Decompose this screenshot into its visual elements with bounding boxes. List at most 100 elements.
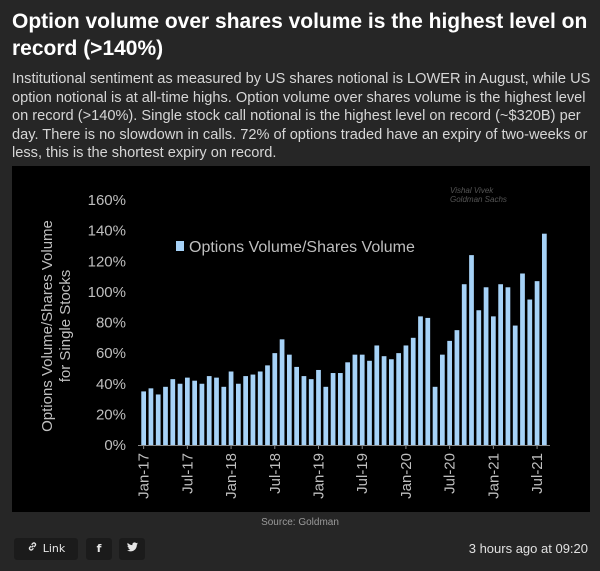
x-tick-label: Jul-18 — [267, 453, 284, 494]
watermark-line: Vishal Vivek — [450, 186, 494, 195]
source-caption: Source: Goldman — [261, 517, 339, 528]
bar — [541, 233, 547, 445]
bar — [308, 379, 314, 445]
bar — [418, 316, 423, 445]
bar — [170, 379, 176, 445]
facebook-icon: f — [96, 542, 102, 555]
bar — [316, 369, 321, 445]
bar — [286, 354, 292, 445]
bar — [432, 386, 438, 445]
bar — [294, 366, 300, 445]
bar — [425, 317, 431, 445]
bar — [177, 383, 183, 445]
bar — [214, 377, 219, 445]
x-tick-label: Jan-21 — [485, 453, 502, 499]
x-tick-label: Jan-17 — [136, 453, 153, 499]
legend-swatch — [176, 241, 184, 251]
bar — [447, 340, 453, 445]
bar — [381, 356, 387, 445]
bar — [374, 345, 380, 445]
bar — [403, 345, 409, 445]
legend-label: Options Volume/Shares Volume — [189, 239, 415, 256]
bar — [469, 255, 474, 445]
bar — [279, 339, 285, 445]
y-axis-label: Options Volume/Shares Volumefor Single S… — [39, 220, 74, 432]
bar — [265, 365, 270, 445]
bar — [192, 380, 198, 445]
bar — [352, 354, 358, 445]
y-tick-label: 0% — [104, 437, 126, 454]
bar — [155, 394, 161, 445]
bar — [184, 377, 190, 445]
link-button-label: Link — [42, 542, 66, 555]
y-tick-label: 80% — [96, 315, 126, 332]
bar — [228, 371, 234, 445]
timestamp: 3 hours ago at 09:20 — [468, 541, 588, 556]
bar — [476, 310, 482, 445]
bar — [505, 287, 511, 445]
bar — [301, 376, 307, 445]
bar — [498, 284, 504, 445]
bar — [243, 376, 249, 445]
chart-image: Vishal Vivek Goldman Sachs Options Volume… — [12, 166, 590, 512]
bar — [520, 273, 525, 445]
bar-series — [141, 233, 547, 445]
bar — [141, 391, 147, 445]
article-title: Option volume over shares volume is the … — [12, 10, 588, 60]
y-axis-title: Options Volume/Shares Volumefor Single S… — [39, 220, 74, 432]
x-tick-label: Jan-19 — [311, 453, 328, 499]
y-tick-label: 20% — [96, 406, 126, 423]
bar — [388, 359, 394, 445]
facebook-share-button[interactable]: f — [86, 538, 112, 560]
bar — [461, 284, 467, 445]
bar — [272, 353, 278, 445]
y-tick-label: 60% — [96, 345, 126, 362]
bar — [337, 373, 343, 445]
x-tick-label: Jul-19 — [354, 453, 371, 494]
bar — [483, 287, 489, 445]
bar — [221, 386, 227, 445]
bar — [163, 386, 168, 445]
y-axis-ticks: 0% 20% 40% 60% 80% 100% 120% 140% 160% — [88, 192, 126, 454]
bar — [490, 316, 496, 445]
x-tick-label: Jul-20 — [442, 453, 459, 494]
bar — [148, 388, 154, 445]
bar — [345, 362, 351, 445]
link-icon — [27, 538, 38, 560]
x-tick-label: Jan-20 — [398, 453, 415, 499]
bar — [330, 373, 336, 445]
bar — [534, 281, 540, 445]
bar — [527, 299, 533, 445]
bar — [439, 354, 445, 445]
bar — [206, 376, 212, 445]
article-description: Institutional sentiment as measured by U… — [12, 71, 591, 161]
y-tick-label: 160% — [88, 192, 126, 209]
bar — [367, 360, 372, 445]
link-button[interactable]: Link — [14, 538, 78, 560]
bar — [250, 374, 256, 445]
bar — [512, 325, 518, 445]
x-tick-label: Jul-17 — [179, 453, 196, 494]
y-tick-label: 100% — [88, 284, 126, 301]
bar — [199, 383, 205, 445]
bar — [454, 330, 460, 445]
chart-legend: Options Volume/Shares Volume — [176, 239, 415, 256]
bar — [410, 337, 416, 445]
bar — [257, 371, 263, 445]
y-tick-label: 40% — [96, 376, 126, 393]
y-tick-label: 120% — [88, 253, 126, 270]
twitter-share-button[interactable] — [119, 538, 145, 560]
y-tick-label: 140% — [88, 223, 126, 240]
x-axis-ticks: Jan-17 Jul-17 Jan-18 Jul-18 Jan-19 Jul-19 Jan-… — [136, 445, 546, 499]
x-tick-label: Jul-21 — [529, 453, 546, 494]
bar — [235, 383, 241, 445]
bar — [359, 354, 365, 445]
bar — [396, 353, 402, 445]
footer-bar: Link f 3 hours ago at 09:20 — [0, 538, 600, 562]
twitter-icon — [126, 538, 138, 560]
bar — [323, 386, 329, 445]
watermark-line: Goldman Sachs — [450, 195, 507, 204]
